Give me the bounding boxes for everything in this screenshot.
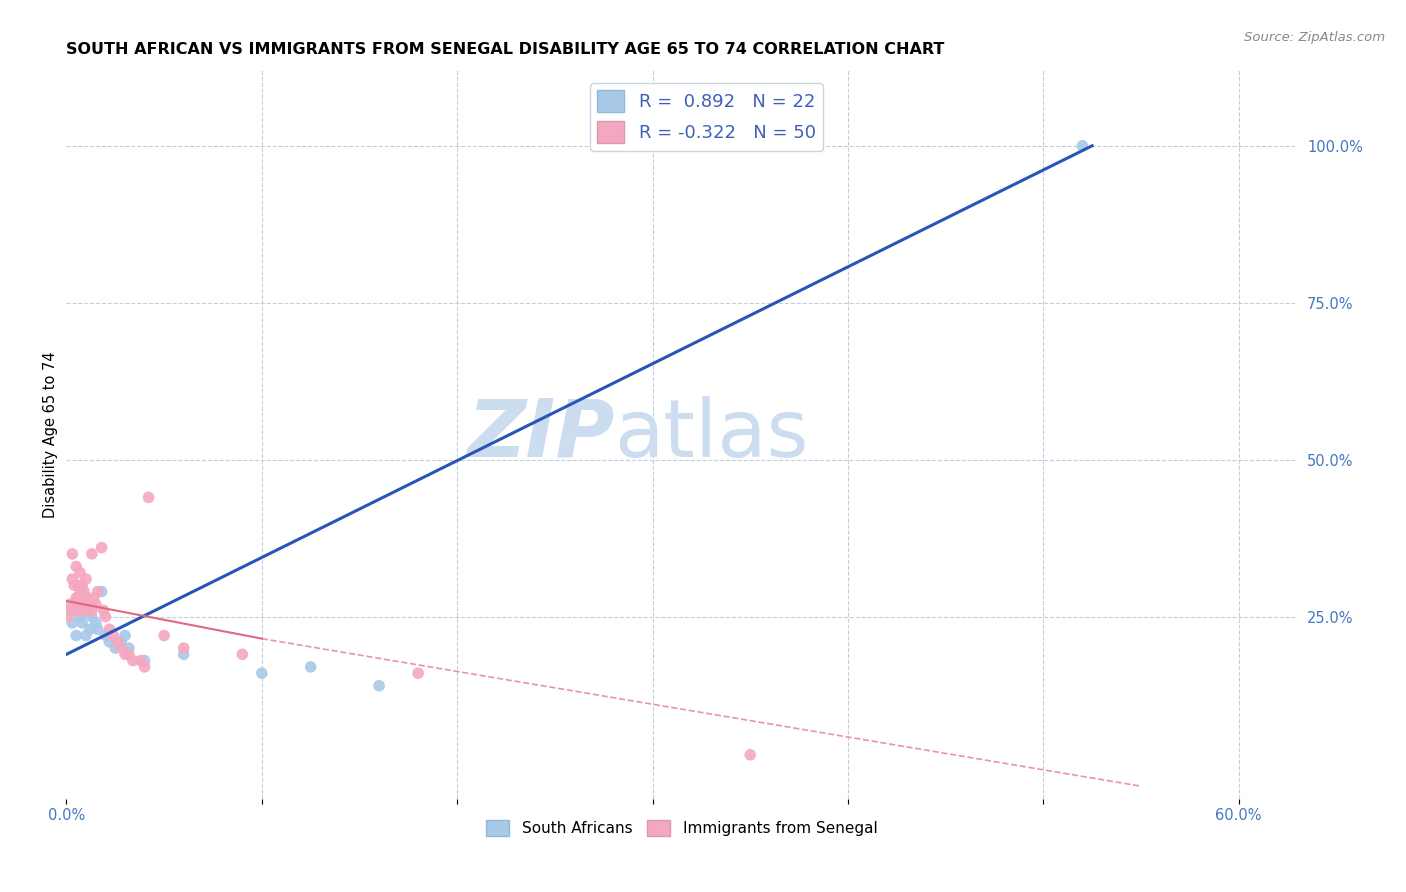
Point — [90, 584, 112, 599]
Point — [70, 615, 93, 630]
Point — [86, 584, 108, 599]
Point — [90, 541, 112, 555]
Point — [77, 591, 100, 605]
Point — [105, 634, 128, 648]
Point — [70, 603, 93, 617]
Point — [129, 654, 152, 668]
Point — [173, 648, 195, 662]
Point — [59, 603, 82, 617]
Point — [83, 591, 105, 605]
Point — [79, 597, 101, 611]
Point — [79, 622, 101, 636]
Point — [86, 622, 108, 636]
Point — [118, 641, 141, 656]
Point — [80, 547, 103, 561]
Point — [63, 578, 86, 592]
Point — [406, 666, 429, 681]
Point — [65, 628, 87, 642]
Point — [60, 572, 83, 586]
Point — [114, 628, 136, 642]
Point — [60, 547, 83, 561]
Point — [740, 747, 762, 762]
Point — [138, 491, 160, 505]
Point — [58, 609, 80, 624]
Point — [93, 603, 115, 617]
Point — [104, 641, 127, 656]
Point — [94, 628, 117, 642]
Point — [368, 679, 391, 693]
Point — [84, 597, 107, 611]
Text: SOUTH AFRICAN VS IMMIGRANTS FROM SENEGAL DISABILITY AGE 65 TO 74 CORRELATION CHA: SOUTH AFRICAN VS IMMIGRANTS FROM SENEGAL… — [66, 42, 945, 57]
Point — [80, 603, 103, 617]
Point — [94, 609, 117, 624]
Point — [77, 603, 100, 617]
Point — [153, 628, 176, 642]
Point — [67, 603, 90, 617]
Point — [67, 591, 90, 605]
Point — [73, 597, 96, 611]
Point — [69, 566, 91, 580]
Point — [75, 572, 97, 586]
Point — [59, 597, 82, 611]
Text: ZIP: ZIP — [467, 395, 614, 474]
Point — [80, 609, 103, 624]
Point — [75, 603, 97, 617]
Point — [69, 609, 91, 624]
Point — [98, 634, 121, 648]
Text: atlas: atlas — [614, 395, 808, 474]
Point — [75, 591, 97, 605]
Point — [114, 648, 136, 662]
Point — [299, 660, 322, 674]
Point — [65, 559, 87, 574]
Point — [69, 597, 91, 611]
Point — [70, 591, 93, 605]
Point — [65, 603, 87, 617]
Point — [173, 641, 195, 656]
Point — [98, 622, 121, 636]
Point — [75, 628, 97, 642]
Point — [1071, 138, 1094, 153]
Point — [118, 648, 141, 662]
Point — [122, 654, 145, 668]
Point — [110, 641, 132, 656]
Point — [63, 597, 86, 611]
Text: Source: ZipAtlas.com: Source: ZipAtlas.com — [1244, 31, 1385, 45]
Point — [65, 591, 87, 605]
Point — [60, 615, 83, 630]
Point — [70, 578, 93, 592]
Point — [231, 648, 253, 662]
Point — [84, 615, 107, 630]
Point — [110, 634, 132, 648]
Point — [69, 584, 91, 599]
Y-axis label: Disability Age 65 to 74: Disability Age 65 to 74 — [44, 351, 58, 518]
Point — [103, 628, 125, 642]
Point — [134, 660, 156, 674]
Point — [250, 666, 273, 681]
Point — [67, 578, 90, 592]
Point — [73, 584, 96, 599]
Point — [134, 654, 156, 668]
Legend: R =  0.892   N = 22, R = -0.322   N = 50: R = 0.892 N = 22, R = -0.322 N = 50 — [591, 83, 823, 151]
